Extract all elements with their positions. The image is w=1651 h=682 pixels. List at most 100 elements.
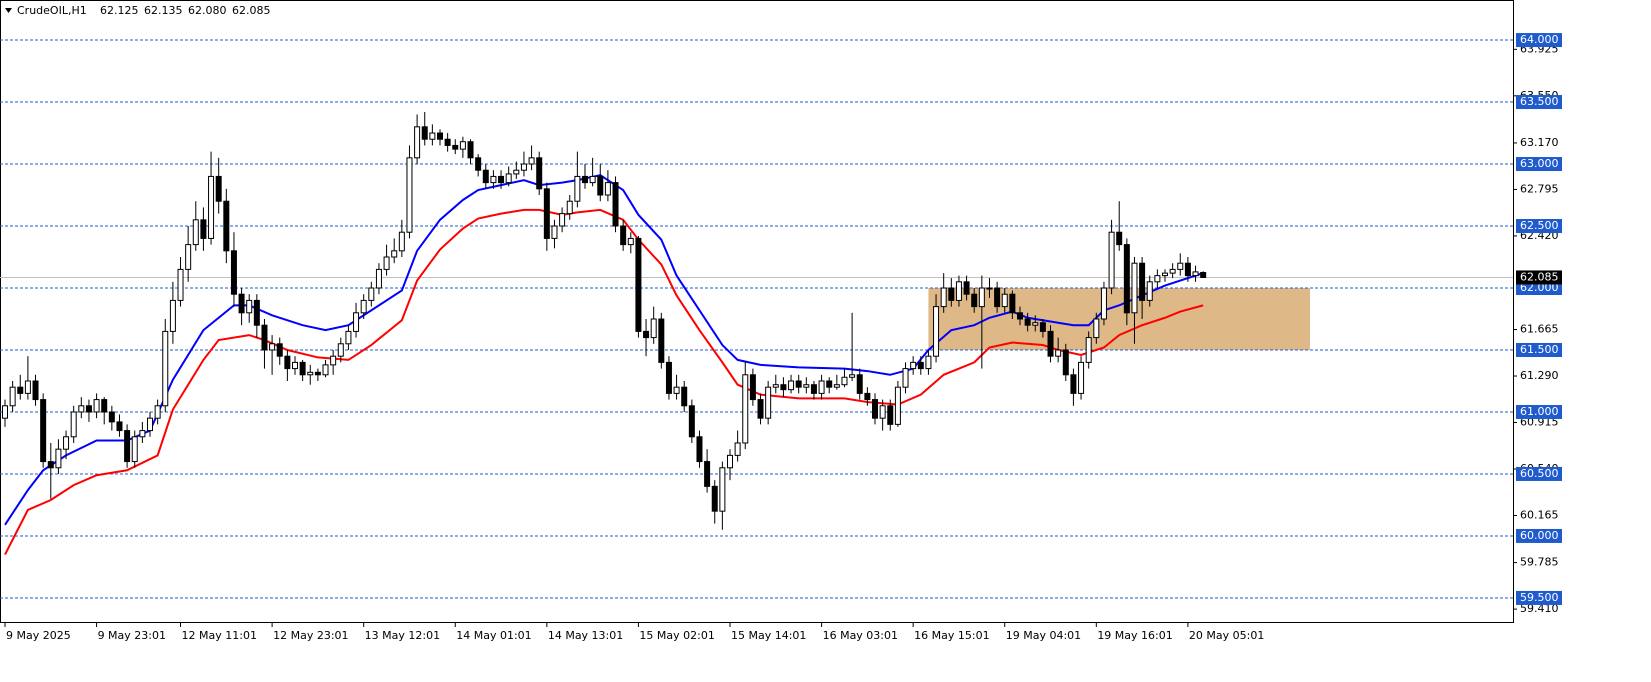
candle-body <box>986 287 993 290</box>
candle-body <box>1154 275 1161 283</box>
candle-body <box>1062 349 1069 376</box>
candle-body <box>314 371 321 376</box>
candle-body <box>1139 262 1146 301</box>
candle-body <box>375 268 382 289</box>
level-label: 62.500 <box>1520 219 1559 232</box>
candle-body <box>711 485 718 512</box>
candle-body <box>246 299 253 314</box>
candle-body <box>32 380 39 401</box>
candle-body <box>475 157 482 171</box>
candle-body <box>192 219 199 246</box>
level-label-box <box>1516 466 1562 481</box>
x-tick-label: 14 May 13:01 <box>548 629 623 642</box>
y-tick-label: 62.795 <box>1520 182 1559 195</box>
level-label: 64.000 <box>1520 33 1559 46</box>
candle-body <box>1001 293 1008 308</box>
level-label-box <box>1516 342 1562 357</box>
candle-body <box>917 361 924 370</box>
candle-body <box>215 175 222 202</box>
level-label-box <box>1516 33 1562 48</box>
candle-body <box>810 384 817 394</box>
x-tick-label: 14 May 01:01 <box>456 629 531 642</box>
candle-body <box>1093 318 1100 339</box>
candle-body <box>978 287 985 308</box>
candle-body <box>1131 262 1138 314</box>
x-tick-label: 9 May 2025 <box>6 629 71 642</box>
level-label: 61.000 <box>1520 405 1559 418</box>
candle-body <box>238 293 245 314</box>
x-tick-label: 15 May 14:01 <box>731 629 806 642</box>
level-label-box <box>1516 528 1562 543</box>
candle-body <box>849 374 856 378</box>
candle-body <box>261 324 268 351</box>
level-label: 61.500 <box>1520 343 1559 356</box>
candle-body <box>719 467 726 512</box>
candle-body <box>940 287 947 308</box>
title-value: 62.125 <box>100 4 139 17</box>
current-price-label: 62.085 <box>1520 270 1559 283</box>
candle-body <box>55 448 62 469</box>
candle-body <box>780 384 787 391</box>
candle-body <box>589 175 596 184</box>
candle-body <box>887 405 894 425</box>
candle-body <box>841 376 848 386</box>
candle-body <box>871 399 878 419</box>
candle-body <box>70 411 77 438</box>
x-tick-label: 19 May 16:01 <box>1097 629 1172 642</box>
current-price-box <box>1516 270 1562 285</box>
candle-body <box>353 312 360 332</box>
candle-body <box>162 330 169 407</box>
level-label-box <box>1516 281 1562 296</box>
x-tick-label: 20 May 05:01 <box>1189 629 1264 642</box>
x-tick-label: 16 May 15:01 <box>914 629 989 642</box>
candle-body <box>933 306 940 357</box>
candle-body <box>490 175 497 184</box>
candle-body <box>1047 330 1054 357</box>
candle-body <box>1085 337 1092 363</box>
candle-body <box>658 318 665 363</box>
candle-body <box>612 182 619 227</box>
candle-body <box>910 361 917 370</box>
candle-body <box>559 213 566 227</box>
candle-body <box>665 361 672 394</box>
candle-body <box>330 355 337 366</box>
candle-body <box>1116 231 1123 246</box>
level-label: 63.000 <box>1520 157 1559 170</box>
candle-body <box>1200 272 1207 278</box>
y-tick-label: 61.290 <box>1520 369 1559 382</box>
candle-body <box>1024 318 1031 326</box>
candle-body <box>1108 231 1115 289</box>
level-label: 60.500 <box>1520 467 1559 480</box>
candle-body <box>101 399 108 413</box>
candle-body <box>9 386 16 407</box>
candle-body <box>528 157 535 165</box>
candle-body <box>574 175 581 202</box>
candle-body <box>185 244 192 270</box>
candle-body <box>276 343 283 357</box>
candle-body <box>154 405 161 419</box>
y-tick-label: 59.410 <box>1520 602 1559 615</box>
candle-body <box>1016 312 1023 320</box>
candle-body <box>337 343 344 357</box>
candle-body <box>749 374 756 401</box>
candle-body <box>208 175 215 239</box>
candle-body <box>681 386 688 407</box>
candle-body <box>994 287 1001 308</box>
x-tick-label: 9 May 23:01 <box>98 629 166 642</box>
candle-body <box>734 442 741 456</box>
candle-body <box>383 256 390 270</box>
candle-body <box>688 405 695 438</box>
candle-body <box>543 188 550 239</box>
level-label: 59.500 <box>1520 591 1559 604</box>
candle-body <box>1184 262 1191 277</box>
candle-body <box>1100 287 1107 320</box>
candle-body <box>368 287 375 301</box>
x-tick-label: 12 May 23:01 <box>273 629 348 642</box>
candle-body <box>421 126 428 140</box>
candle-body <box>620 225 627 246</box>
candle-body <box>604 182 611 196</box>
candle-body <box>826 380 833 388</box>
candle-body <box>398 231 405 252</box>
candle-body <box>1177 262 1184 270</box>
